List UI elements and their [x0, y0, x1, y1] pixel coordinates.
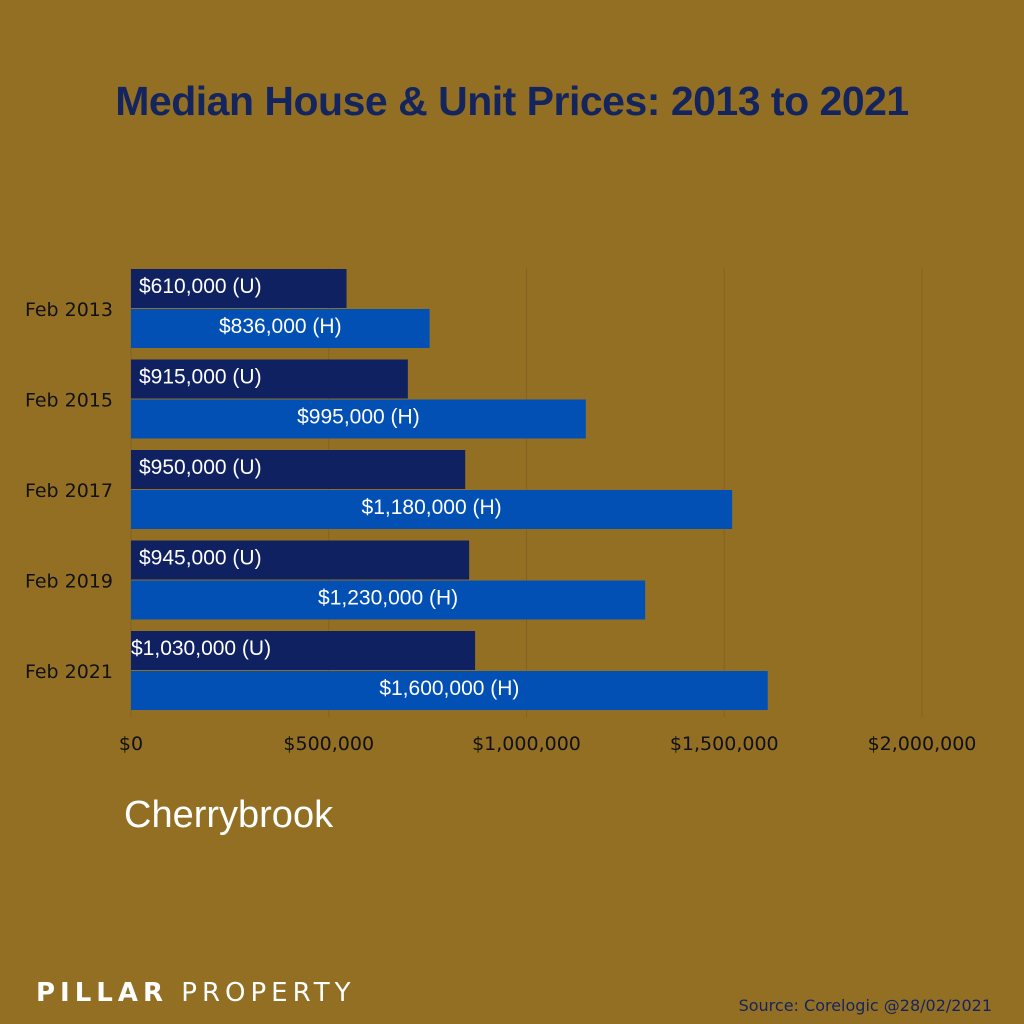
- logo-word-light: PROPERTY: [181, 978, 356, 1008]
- x-tick-label: $500,000: [283, 733, 374, 755]
- house-data-label: $995,000 (H): [297, 406, 420, 429]
- house-price-bar: [131, 309, 430, 348]
- house-data-label: $1,180,000 (H): [362, 496, 502, 519]
- chart-subtitle: Cherrybrook: [124, 794, 334, 836]
- unit-data-label: $915,000 (U): [139, 366, 262, 389]
- unit-data-label: $1,030,000 (U): [131, 637, 271, 660]
- house-data-label: $1,600,000 (H): [379, 677, 519, 700]
- source-note: Source: Corelogic @28/02/2021: [738, 996, 992, 1015]
- pillar-property-logo: PILLAR PROPERTY: [36, 978, 356, 1008]
- unit-data-label: $945,000 (U): [139, 547, 262, 570]
- unit-price-bar: [131, 359, 408, 399]
- unit-price-bar: [131, 631, 476, 670]
- category-labels: Feb 2013 Feb 2015 Feb 2017 Feb 2019 Feb 2021: [25, 299, 113, 683]
- unit-data-label: $610,000 (U): [139, 275, 262, 298]
- category-label: Feb 2015: [25, 390, 113, 412]
- unit-data-label: $950,000 (U): [139, 456, 262, 479]
- category-label: Feb 2019: [25, 571, 113, 593]
- category-label: Feb 2017: [25, 480, 113, 502]
- house-price-bar: [131, 580, 646, 620]
- x-tick-label: $0: [119, 733, 143, 755]
- chart-title: Median House & Unit Prices: 2013 to 2021: [115, 78, 909, 124]
- unit-price-bar: [131, 269, 347, 308]
- x-tick-label: $2,000,000: [868, 733, 977, 755]
- logo-word-bold: PILLAR: [36, 978, 169, 1008]
- house-price-bar: [131, 490, 733, 529]
- house-price-bar: [131, 671, 768, 710]
- x-tick-label: $1,500,000: [670, 733, 779, 755]
- category-label: Feb 2013: [25, 299, 113, 321]
- category-label: Feb 2021: [25, 661, 113, 683]
- house-data-label: $1,230,000 (H): [318, 587, 458, 610]
- unit-price-bar: [131, 450, 466, 489]
- house-data-label: $836,000 (H): [219, 315, 342, 338]
- house-price-bar: [131, 399, 586, 439]
- unit-price-bar: [131, 540, 470, 580]
- x-axis-ticks: $0 $500,000 $1,000,000 $1,500,000 $2,000,000: [119, 733, 976, 755]
- x-tick-label: $1,000,000: [472, 733, 581, 755]
- bars: $610,000 (U) $836,000 (H) $915,000 (U) $995…: [131, 269, 768, 710]
